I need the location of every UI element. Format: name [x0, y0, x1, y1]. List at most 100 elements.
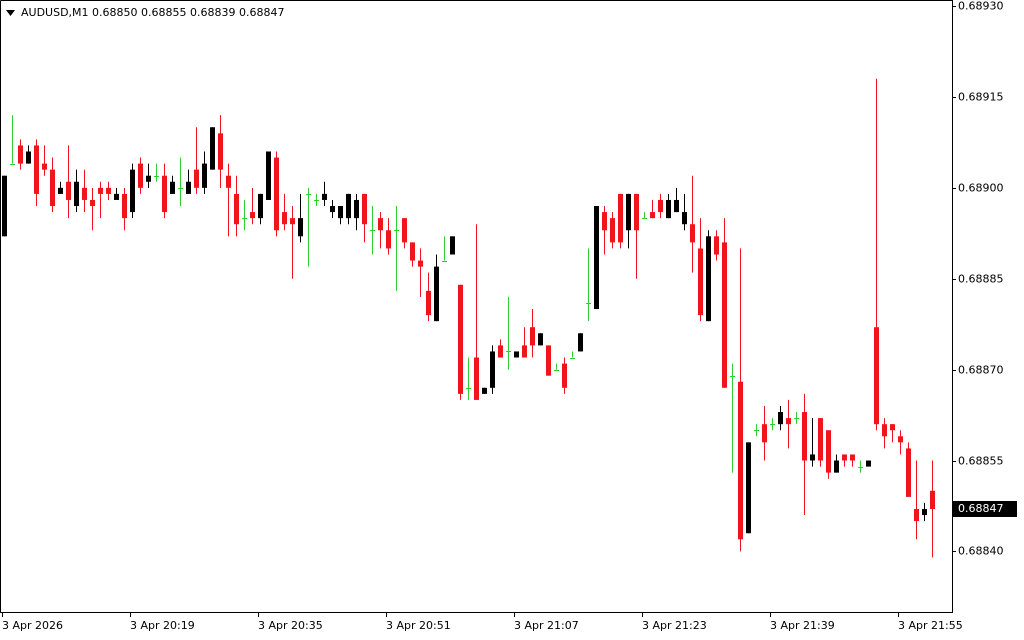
- y-tick-label: 0.68900: [958, 182, 1004, 195]
- candle-body: [786, 418, 791, 425]
- candle-body: [562, 363, 567, 388]
- candle-body: [714, 236, 719, 255]
- plot-frame: [0, 0, 953, 613]
- candle-body: [746, 442, 751, 534]
- candle-body: [882, 424, 887, 437]
- candle-body: [258, 193, 263, 219]
- candle-body: [906, 448, 911, 497]
- x-tick-label: 3 Apr 21:23: [642, 619, 707, 632]
- candle-body: [130, 169, 135, 213]
- candle-body: [482, 387, 487, 394]
- candle-body: [706, 236, 711, 322]
- candle-body: [866, 460, 871, 467]
- candle-body: [802, 412, 807, 461]
- candle-body: [226, 175, 231, 188]
- candle-body: [266, 151, 271, 200]
- y-tick-label: 0.68930: [958, 0, 1004, 13]
- candle-body: [282, 212, 287, 225]
- candle-body: [458, 284, 463, 394]
- x-tick-label: 3 Apr 21:55: [898, 619, 963, 632]
- candle-body: [666, 199, 671, 219]
- candle-body: [826, 430, 831, 473]
- candle-body: [674, 199, 679, 213]
- candle-body: [650, 212, 655, 219]
- candle-body: [50, 169, 55, 207]
- x-tick-label: 3 Apr 21:39: [770, 619, 835, 632]
- candle-body: [514, 351, 519, 358]
- candle-body: [138, 163, 143, 188]
- candle-body: [618, 193, 623, 243]
- candle-body: [330, 206, 335, 213]
- candle-body: [58, 187, 63, 194]
- x-tick-label: 3 Apr 20:19: [130, 619, 195, 632]
- candle-body: [602, 212, 607, 231]
- candle-body: [490, 351, 495, 388]
- candle-body: [202, 163, 207, 188]
- candle-body: [378, 218, 383, 231]
- candle-body: [346, 193, 351, 219]
- candle-body: [522, 345, 527, 358]
- candle-body: [90, 199, 95, 207]
- candle-body: [658, 199, 663, 213]
- chart-title: AUDUSD,M1 0.68850 0.68855 0.68839 0.6884…: [21, 6, 284, 19]
- candle-body: [738, 381, 743, 540]
- candle-body: [930, 490, 935, 509]
- candle-body: [410, 242, 415, 261]
- candle-body: [850, 454, 855, 461]
- candle-body: [34, 145, 39, 194]
- candle-body: [818, 418, 823, 461]
- candle-body: [114, 193, 119, 200]
- candle-body: [274, 157, 279, 231]
- candle-body: [778, 412, 783, 425]
- x-tick-label: 3 Apr 20:35: [258, 619, 323, 632]
- candle-body: [474, 357, 479, 400]
- candle-body: [914, 508, 919, 522]
- candle-body: [98, 187, 103, 194]
- candle-body: [42, 163, 47, 170]
- candle-body: [26, 151, 31, 164]
- candle-body: [210, 127, 215, 170]
- candle-body: [874, 327, 879, 425]
- candle-body: [146, 175, 151, 182]
- candle-body: [290, 218, 295, 225]
- candle-body: [842, 454, 847, 461]
- candle-body: [898, 436, 903, 443]
- candle-body: [610, 218, 615, 243]
- candle-body: [386, 230, 391, 249]
- candle-body: [498, 345, 503, 358]
- x-tick-label: 3 Apr 2026: [2, 619, 63, 632]
- candles: [2, 78, 935, 558]
- y-tick-label: 0.68885: [958, 273, 1004, 286]
- candle-body: [18, 145, 23, 164]
- candle-body: [250, 212, 255, 219]
- x-tick-label: 3 Apr 20:51: [386, 619, 451, 632]
- candle-body: [682, 212, 687, 225]
- y-tick-label: 0.68915: [958, 91, 1004, 104]
- candle-body: [578, 333, 583, 352]
- candle-body: [66, 181, 71, 200]
- candle-body: [338, 206, 343, 219]
- y-tick-label: 0.68870: [958, 364, 1004, 377]
- candle-body: [402, 218, 407, 243]
- candle-body: [538, 333, 543, 346]
- candle-body: [362, 193, 367, 225]
- candle-body: [186, 181, 191, 194]
- candle-body: [170, 181, 175, 194]
- candle-body: [722, 242, 727, 388]
- candle-body: [530, 327, 535, 346]
- candle-body: [810, 454, 815, 461]
- x-tick-label: 3 Apr 21:07: [514, 619, 579, 632]
- candle-body: [122, 193, 127, 219]
- candle-body: [106, 187, 111, 194]
- candle-body: [546, 345, 551, 376]
- candle-body: [698, 248, 703, 316]
- candle-body: [218, 133, 223, 170]
- candle-body: [162, 175, 167, 213]
- candle-body: [418, 260, 423, 267]
- y-tick-label: 0.68840: [958, 545, 1004, 558]
- candle-body: [2, 175, 7, 237]
- price-marker: [953, 500, 1017, 517]
- menu-triangle[interactable]: [6, 10, 15, 16]
